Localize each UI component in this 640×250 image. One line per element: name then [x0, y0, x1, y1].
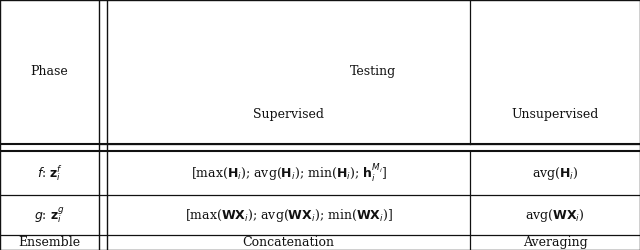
Text: [max($\mathbf{W}\mathbf{X}_i$); avg($\mathbf{W}\mathbf{X}_i$); min($\mathbf{W}\m: [max($\mathbf{W}\mathbf{X}_i$); avg($\ma…: [184, 206, 393, 224]
Text: Unsupervised: Unsupervised: [511, 108, 599, 121]
Text: avg($\mathbf{H}_i$): avg($\mathbf{H}_i$): [532, 164, 579, 182]
Text: avg($\mathbf{W}\mathbf{X}_i$): avg($\mathbf{W}\mathbf{X}_i$): [525, 206, 585, 224]
Text: Phase: Phase: [31, 65, 68, 78]
Text: $g$: $\mathbf{z}_i^g$: $g$: $\mathbf{z}_i^g$: [34, 205, 65, 225]
Text: Testing: Testing: [350, 65, 397, 78]
Text: Averaging: Averaging: [523, 236, 588, 249]
Text: [max($\mathbf{H}_i$); avg($\mathbf{H}_i$); min($\mathbf{H}_i$); $\mathbf{h}_i^{M: [max($\mathbf{H}_i$); avg($\mathbf{H}_i$…: [191, 162, 387, 184]
Text: Concatenation: Concatenation: [243, 236, 335, 249]
Text: $f$: $\mathbf{z}_i^f$: $f$: $\mathbf{z}_i^f$: [36, 163, 63, 183]
Text: Ensemble: Ensemble: [19, 236, 81, 249]
Text: Supervised: Supervised: [253, 108, 324, 121]
